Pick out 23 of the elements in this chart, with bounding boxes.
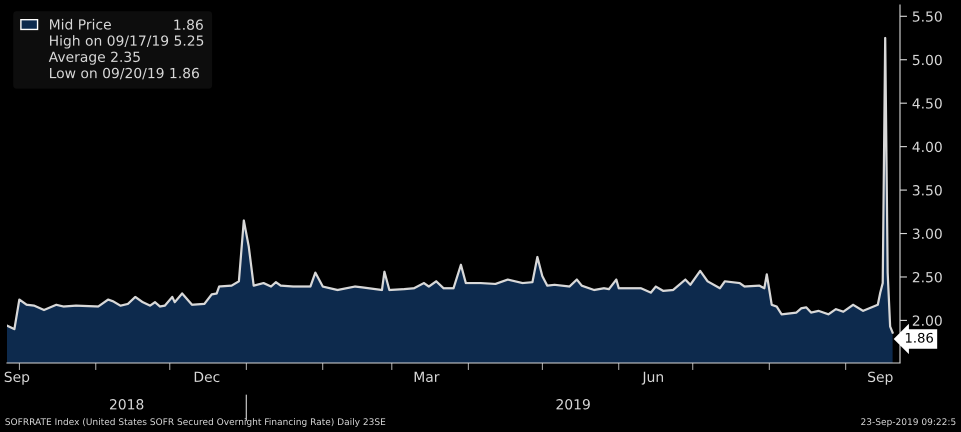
y-tick-label: 4.00: [912, 142, 942, 152]
y-tick-label: 5.50: [912, 11, 942, 22]
x-tick-label: Sep: [4, 372, 30, 385]
text: 23-Sep-2019 09:22:5: [861, 418, 956, 427]
x-tick-label: Sep: [868, 372, 893, 385]
annotation: High on 09/17/19 5.25: [50, 35, 204, 49]
y-tick-label: 2.50: [912, 272, 942, 282]
y-tick-label: 3.00: [912, 228, 942, 240]
y-tick-label: 5.00: [912, 54, 942, 66]
y-tick-label: 2.00: [912, 315, 942, 326]
x-tick-label: Jun: [642, 372, 663, 385]
y-tick-label: 4.50: [912, 98, 942, 109]
y-tick-label: 3.50: [912, 185, 942, 196]
annotation: 1.86: [174, 19, 203, 30]
annotation: Average 2.35: [48, 52, 140, 65]
text: 2018: [110, 399, 144, 410]
x-tick-label: Mar: [414, 372, 440, 382]
x-tick-label: Dec: [194, 372, 220, 382]
data-label: 1.86: [906, 332, 934, 343]
annotation: Low on 09/20/19 1.86: [50, 68, 199, 80]
text: SOFRRATE Index (United States SOFR Secured Overnight Financing Rate) Daily 23SE: [5, 418, 386, 427]
legend-label: Mid Price: [50, 18, 111, 30]
text: 2019: [556, 399, 590, 410]
